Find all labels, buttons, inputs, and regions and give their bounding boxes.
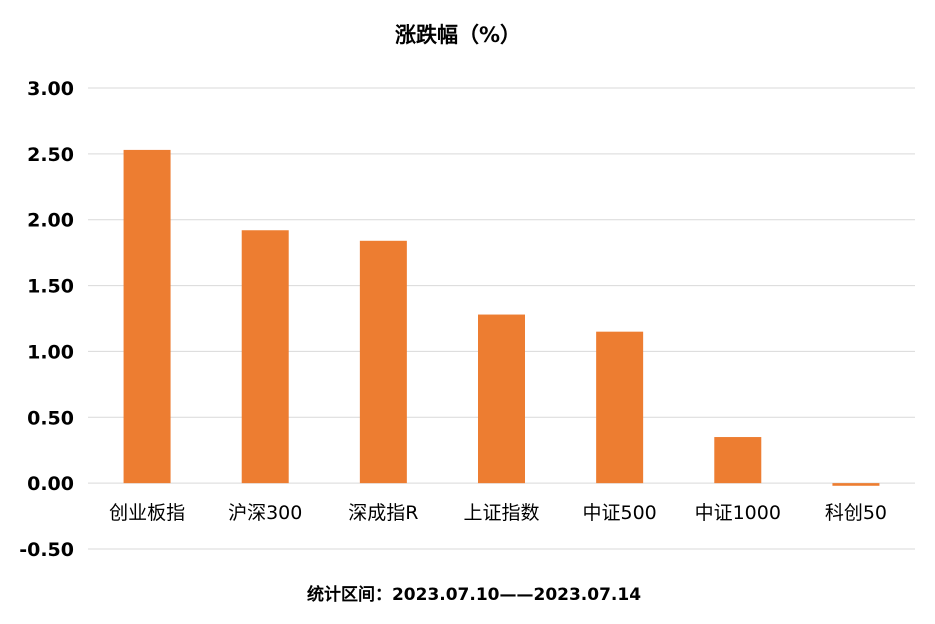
chart-title: 涨跌幅（%） — [395, 23, 521, 47]
y-tick-label: 2.50 — [27, 144, 74, 166]
x-tick-label: 深成指R — [348, 502, 418, 524]
bar — [714, 437, 762, 484]
x-tick-label: 科创50 — [825, 502, 887, 524]
x-tick-label: 创业板指 — [109, 502, 185, 524]
x-axis-labels: 创业板指 沪深300 深成指R 上证指数 中证500 中证1000 科创50 — [109, 502, 887, 524]
y-tick-label: 2.00 — [27, 210, 74, 232]
bar — [478, 314, 525, 484]
y-tick-label: 3.00 — [27, 78, 74, 100]
y-tick-label: -0.50 — [19, 539, 74, 561]
period-note: 统计区间：2023.07.10——2023.07.14 — [307, 584, 641, 605]
bars — [123, 149, 880, 486]
y-tick-label: 0.50 — [27, 407, 74, 429]
bar — [123, 149, 171, 484]
x-tick-label: 上证指数 — [463, 502, 539, 524]
x-tick-label: 中证500 — [583, 502, 657, 524]
y-tick-label: 1.00 — [27, 341, 74, 363]
bar — [832, 483, 880, 486]
bar — [596, 331, 644, 484]
y-tick-label: 1.50 — [27, 276, 74, 298]
x-tick-label: 中证1000 — [695, 502, 781, 524]
x-tick-label: 沪深300 — [228, 502, 302, 524]
y-axis-ticks: -0.50 0.00 0.50 1.00 1.50 2.00 2.50 3.00 — [19, 78, 74, 561]
y-tick-label: 0.00 — [27, 473, 74, 495]
bar — [241, 230, 289, 484]
bar — [359, 240, 407, 484]
